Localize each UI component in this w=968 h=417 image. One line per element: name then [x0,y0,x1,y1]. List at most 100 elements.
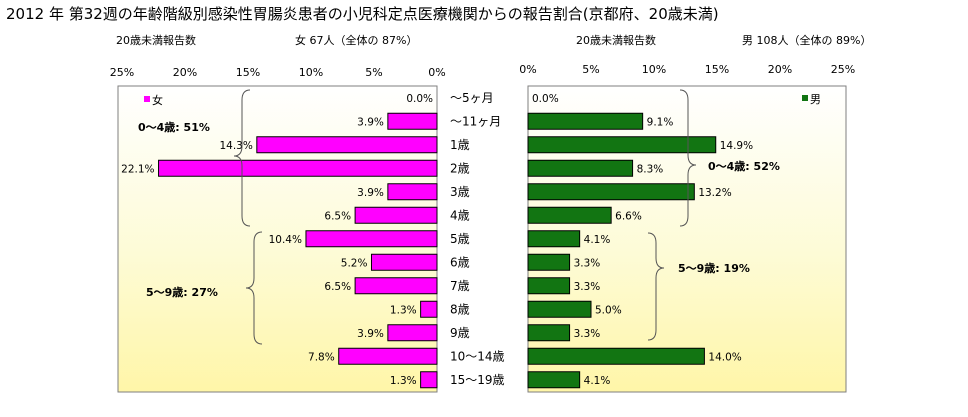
male-bars [527,112,717,389]
female-bar [387,183,438,201]
female-data-label: 6.5% [324,210,351,222]
female-data-label: 10.4% [269,234,302,246]
female-axis-tick: 0% [428,66,445,79]
chart-title: 2012 年 第32週の年齢階級別感染性胃腸炎患者の小児科定点医療機関からの報告… [6,5,719,23]
female-header-total: 女 67人（全体の 87%） [295,33,417,47]
female-axis-tick: 25% [110,66,134,79]
female-axis-tick: 5% [365,66,382,79]
female-bar [387,324,438,342]
male-group-0-4-label: 0～4歳: 52% [708,159,780,173]
male-legend-label: 男 [810,93,821,106]
female-data-label: 0.0% [406,93,433,105]
female-bar [354,206,438,224]
female-bar [387,112,438,130]
male-group-5-9-label: 5～9歳: 19% [678,261,750,275]
female-bar [256,136,438,154]
female-bar [370,253,438,271]
category-labels: ～5ヶ月 ～11ヶ月 1歳 2歳 3歳 4歳 5歳 6歳 7歳 8歳 9歳 10～14歳 15～19歳 [450,91,505,387]
female-data-label: 6.5% [324,281,351,293]
female-data-label: 14.3% [219,140,252,152]
male-bar [527,300,592,318]
male-data-label: 3.3% [574,281,601,293]
female-brace-0-4 [233,89,251,227]
male-data-label: 3.3% [574,257,601,269]
female-data-label: 3.9% [357,187,384,199]
female-axis-ticks: 0% 5% 10% 15% 20% 25% [110,66,446,79]
male-data-label: 3.3% [574,328,601,340]
female-legend-label: 女 [152,93,163,107]
female-axis-tick: 10% [299,66,323,79]
female-data-label: 5.2% [341,257,368,269]
female-data-label: 1.3% [390,375,417,387]
male-bar [527,371,581,389]
female-axis-tick: 15% [236,66,260,79]
female-brace-5-9 [245,231,263,345]
male-data-labels: 0.0% 9.1% 14.9% 8.3% 13.2% 6.6% 4.1% 3.3% 3.3% 5.… [532,93,753,387]
male-bar [527,347,705,365]
male-header-count: 20歳未満報告数 [576,34,656,47]
male-axis-tick: 10% [642,63,666,76]
female-data-label: 1.3% [390,304,417,316]
category-label: ～11ヶ月 [450,114,501,128]
female-bars [158,112,438,389]
female-bar [305,230,438,248]
female-data-labels: 0.0% 3.9% 14.3% 22.1% 3.9% 6.5% 10.4% 5.2% 6.5% 1… [121,93,433,387]
female-header-count: 20歳未満報告数 [116,34,196,47]
female-axis-tick: 20% [173,66,197,79]
male-data-label: 5.0% [595,304,622,316]
female-bar [420,371,438,389]
male-bar [527,253,571,271]
category-label: 4歳 [450,208,470,222]
female-data-label: 3.9% [357,116,384,128]
male-brace-5-9 [647,232,665,341]
male-brace-0-4 [679,89,697,227]
male-axis-tick: 25% [831,63,855,76]
female-data-label: 22.1% [121,163,154,175]
category-label: 10～14歳 [450,349,505,363]
male-bar [527,183,695,201]
female-group-0-4-label: 0～4歳: 51% [138,120,210,134]
male-data-label: 6.6% [615,210,642,222]
category-label: 15～19歳 [450,373,505,387]
category-label: 6歳 [450,255,470,269]
female-group-5-9-label: 5～9歳: 27% [146,285,218,299]
category-label: 2歳 [450,161,470,175]
male-data-label: 14.9% [720,140,753,152]
male-legend-swatch [802,95,808,101]
male-axis-tick: 20% [768,63,792,76]
male-data-label: 14.0% [708,351,741,363]
male-data-label: 9.1% [647,116,674,128]
female-legend-swatch [144,96,150,102]
female-data-label: 3.9% [357,328,384,340]
category-label: 8歳 [450,302,470,316]
category-label: 9歳 [450,326,470,340]
category-label: 5歳 [450,232,470,246]
female-bar [354,277,438,295]
male-axis-tick: 0% [519,63,536,76]
male-data-label: 4.1% [584,375,611,387]
category-label: 7歳 [450,279,470,293]
male-bar [527,159,634,177]
male-data-label: 13.2% [698,187,731,199]
female-bar [338,347,438,365]
male-bar [527,206,612,224]
male-data-label: 8.3% [637,163,664,175]
male-axis-tick: 15% [705,63,729,76]
male-axis-ticks: 0% 5% 10% 15% 20% 25% [519,63,855,76]
female-bar [420,300,438,318]
male-data-label: 4.1% [584,234,611,246]
category-label: 3歳 [450,185,470,199]
female-data-label: 7.8% [308,351,335,363]
category-label: ～5ヶ月 [450,91,494,105]
category-label: 1歳 [450,138,470,152]
male-bar [527,112,644,130]
male-axis-tick: 5% [582,63,599,76]
male-bar [527,277,571,295]
male-header-total: 男 108人（全体の 89%） [742,33,871,47]
male-bar [527,136,717,154]
male-data-label: 0.0% [532,93,559,105]
male-bar [527,230,581,248]
male-bar [527,324,571,342]
